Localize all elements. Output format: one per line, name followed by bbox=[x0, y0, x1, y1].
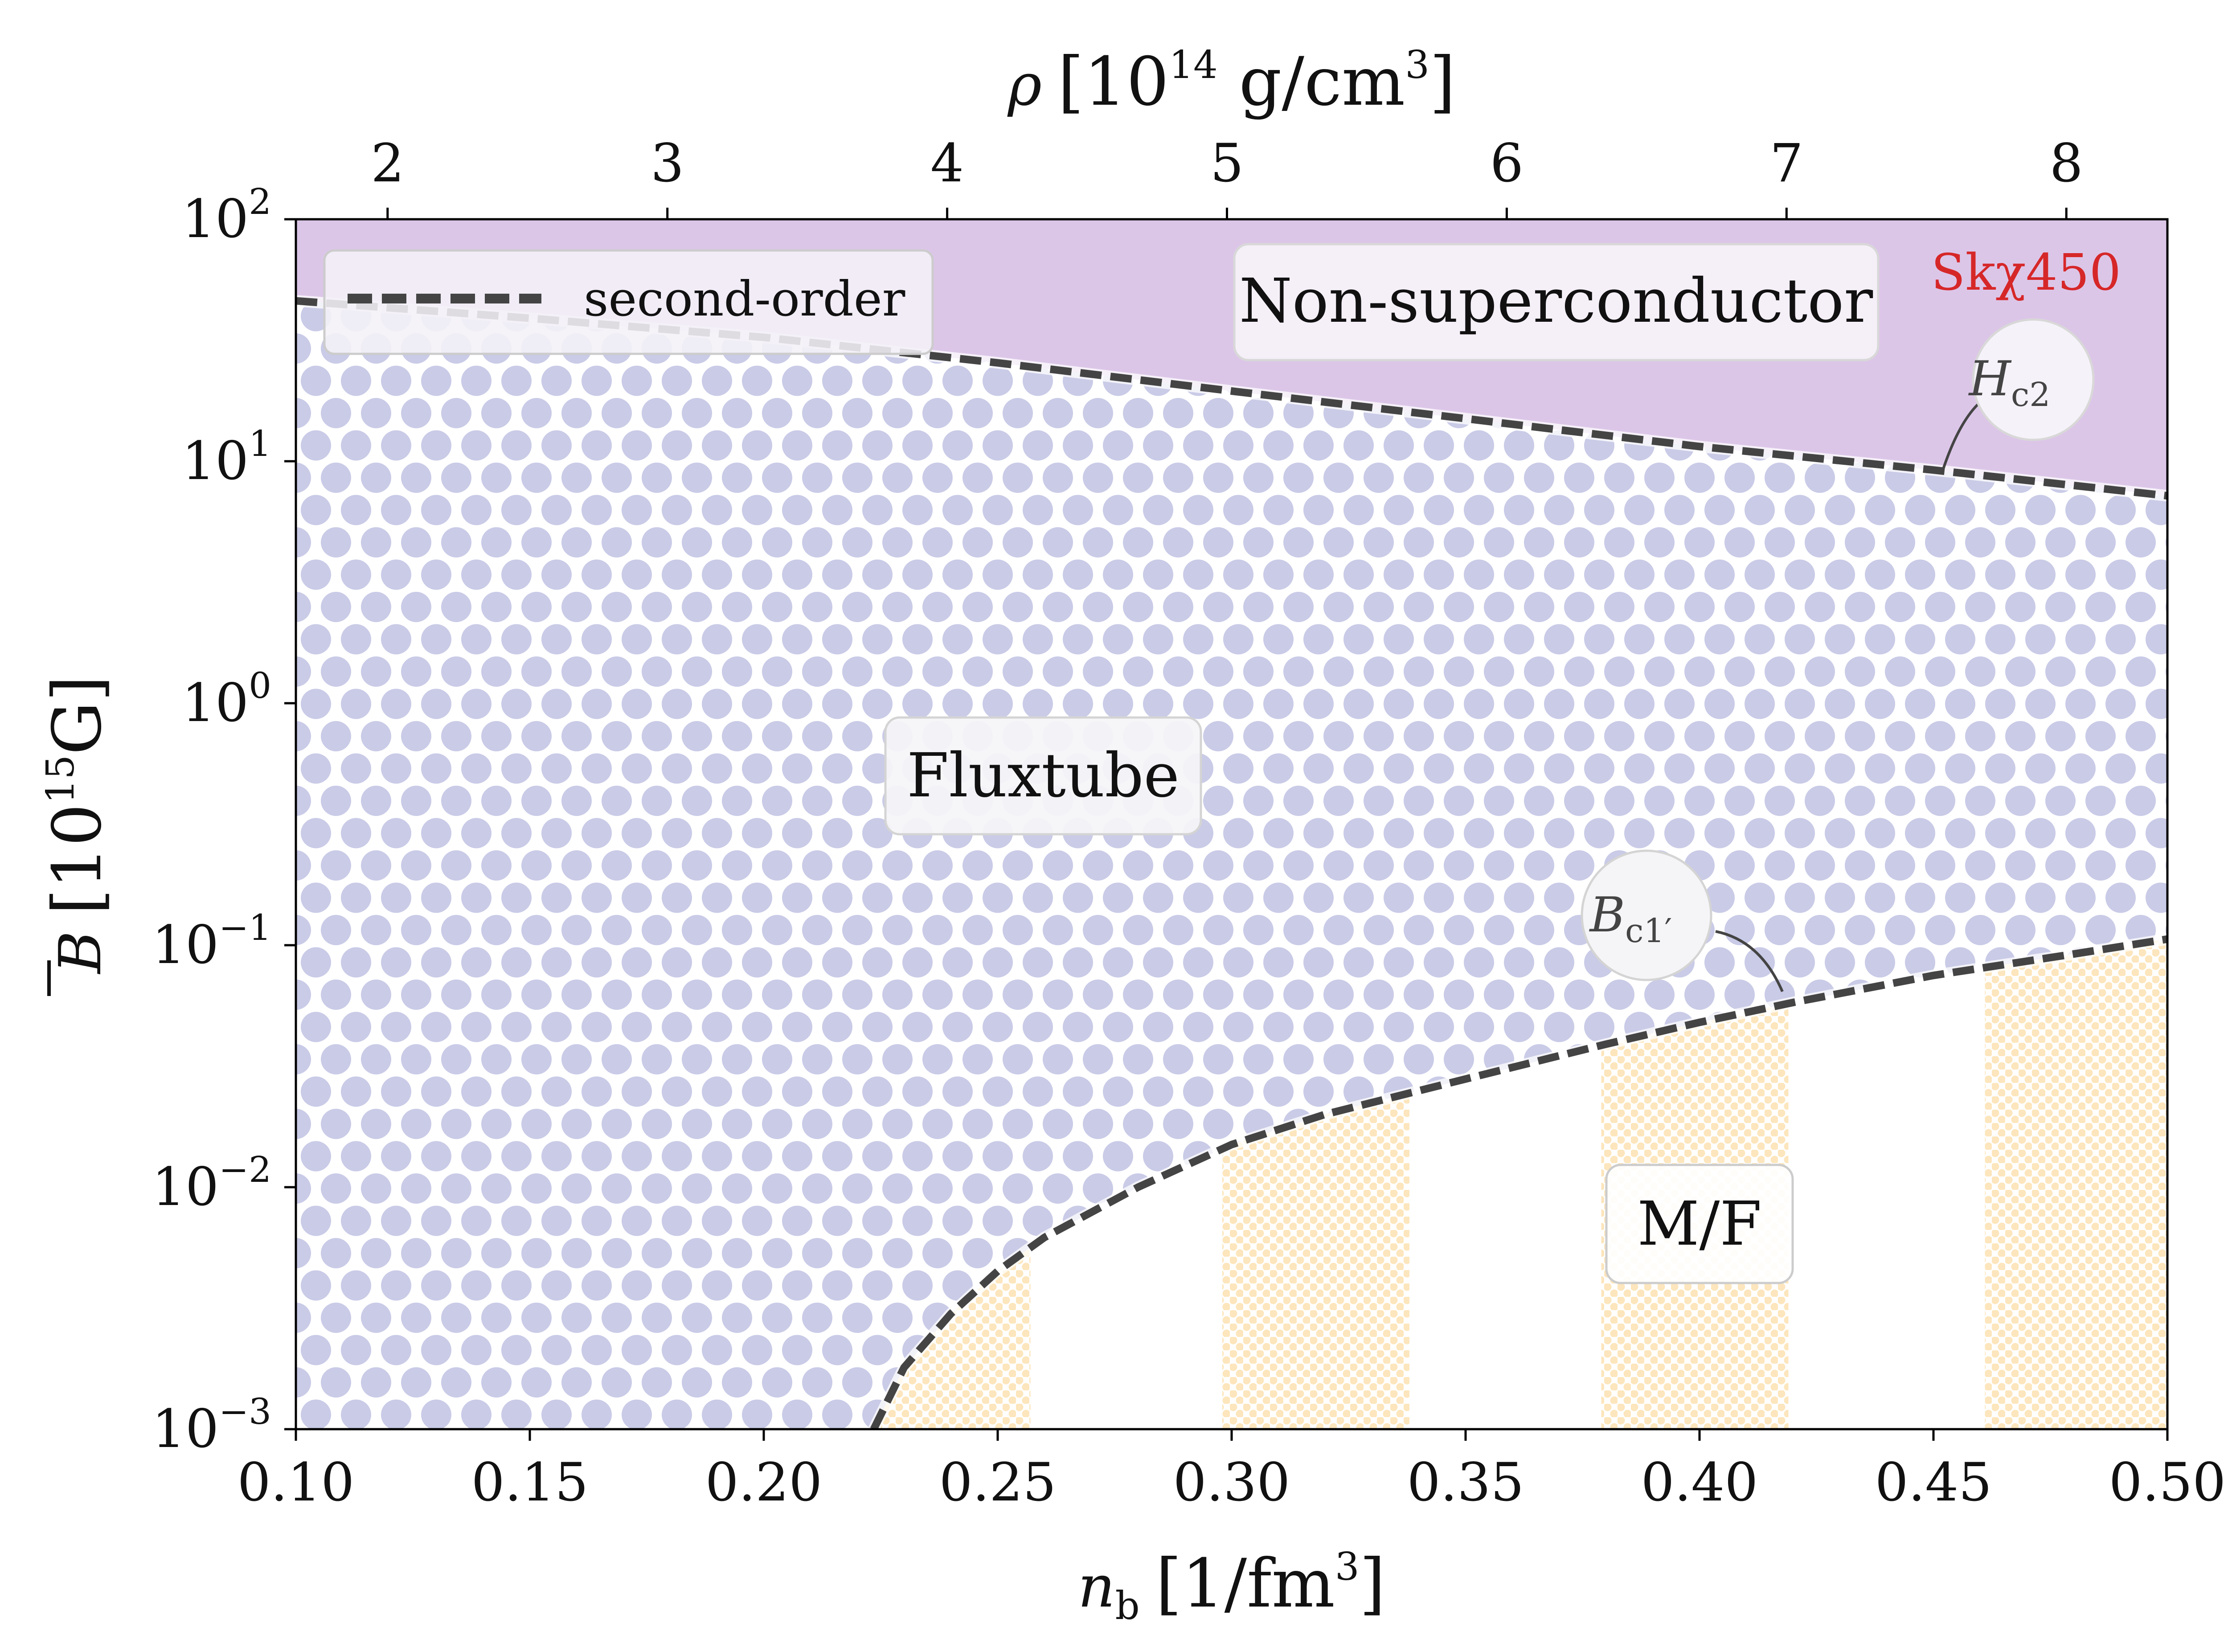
plot-area bbox=[296, 219, 2167, 1429]
x-bottom-tick-label: 0.35 bbox=[1407, 1451, 1524, 1513]
y-tick-label: 10−1 bbox=[152, 907, 271, 976]
svg-text:Non-superconductor: Non-superconductor bbox=[1239, 266, 1873, 336]
x-bottom-tick-label: 0.30 bbox=[1173, 1451, 1290, 1513]
legend-label: second-order bbox=[584, 271, 905, 327]
x-top-ticks: 2 3 4 5 6 7 8 bbox=[371, 132, 2083, 219]
y-tick-label: 101 bbox=[182, 423, 271, 492]
x-bottom-tick-label: 0.40 bbox=[1641, 1451, 1758, 1513]
legend-box bbox=[323, 249, 934, 355]
x-top-tick-label: 6 bbox=[1490, 132, 1524, 194]
mf-stripe-4 bbox=[1985, 939, 2167, 1429]
x-top-tick-label: 5 bbox=[1210, 132, 1244, 194]
svg-text:Fluxtube: Fluxtube bbox=[907, 741, 1180, 811]
x-bottom-tick-label: 0.20 bbox=[705, 1451, 823, 1513]
y-axis-title: B[1015G] bbox=[38, 676, 116, 975]
x-top-tick-label: 2 bbox=[371, 132, 404, 194]
x-top-axis-title: ρ [1014 g/cm3] bbox=[1007, 43, 1456, 121]
bc1-annotation: Bc1′ bbox=[1581, 849, 1784, 992]
x-bottom-tick-label: 0.45 bbox=[1875, 1451, 1992, 1513]
y-ticks: 10−3 10−2 10−1 100 101 102 bbox=[152, 181, 296, 1459]
non-superconductor-label: Non-superconductor bbox=[1233, 243, 1880, 361]
y-tick-label: 102 bbox=[182, 181, 271, 250]
mf-label: M/F bbox=[1605, 1164, 1794, 1284]
x-bottom-tick-label: 0.15 bbox=[471, 1451, 589, 1513]
legend: second-order bbox=[323, 249, 934, 355]
x-top-tick-label: 4 bbox=[930, 132, 964, 194]
x-bottom-ticks: 0.10 0.15 0.20 0.25 0.30 0.35 0.40 0.45 0.50 bbox=[238, 1429, 2226, 1513]
svg-text:Bc1′: Bc1′ bbox=[1589, 887, 1672, 950]
x-top-tick-label: 7 bbox=[1770, 132, 1803, 194]
y-tick-label: 10−3 bbox=[152, 1391, 271, 1459]
x-bottom-axis-title: nb [1/fm3] bbox=[1078, 1545, 1385, 1628]
y-tick-label: 100 bbox=[182, 665, 271, 734]
x-top-tick-label: 3 bbox=[651, 132, 684, 194]
svg-text:Hc2: Hc2 bbox=[1968, 351, 2051, 414]
hc2-annotation: Hc2 bbox=[1941, 318, 2095, 471]
y-tick-label: 10−2 bbox=[152, 1149, 271, 1217]
svg-text:M/F: M/F bbox=[1637, 1189, 1761, 1259]
x-top-tick-label: 8 bbox=[2050, 132, 2083, 194]
x-bottom-tick-label: 0.25 bbox=[939, 1451, 1057, 1513]
x-bottom-tick-label: 0.50 bbox=[2109, 1451, 2226, 1513]
bc1-curve bbox=[870, 935, 2167, 1429]
model-label: Skχ450 bbox=[1931, 244, 2121, 302]
x-bottom-tick-label: 0.10 bbox=[238, 1451, 355, 1513]
fluxtube-label: Fluxtube bbox=[884, 716, 1202, 836]
